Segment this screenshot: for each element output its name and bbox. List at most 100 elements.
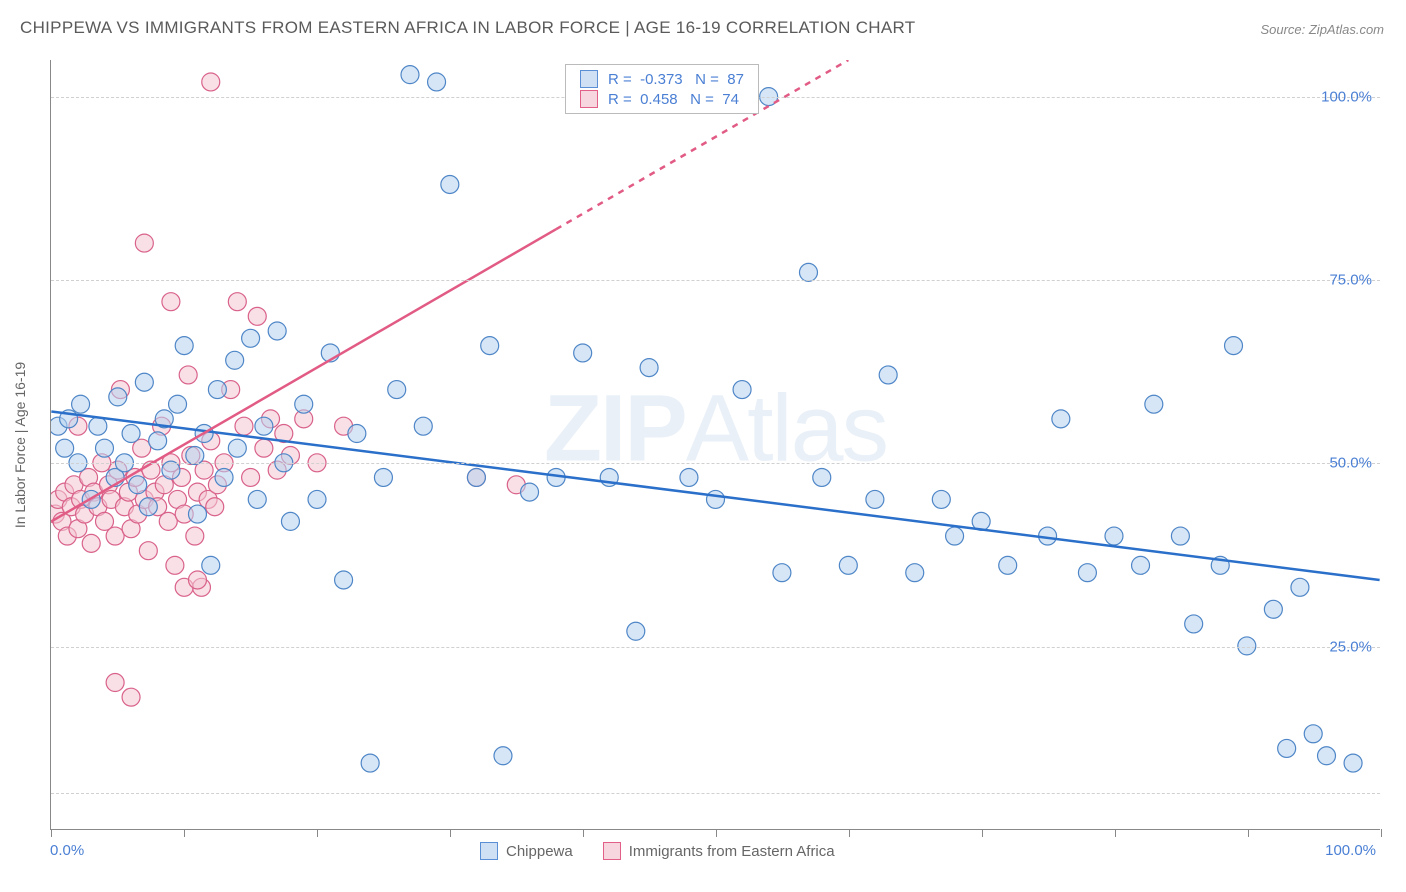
- data-point: [155, 410, 173, 428]
- x-tick: [184, 829, 185, 837]
- data-point: [1304, 725, 1322, 743]
- data-point: [122, 425, 140, 443]
- data-point: [268, 322, 286, 340]
- data-point: [51, 490, 67, 508]
- data-point: [175, 505, 193, 523]
- data-point: [215, 468, 233, 486]
- data-point: [99, 476, 117, 494]
- data-point: [255, 439, 273, 457]
- x-tick: [450, 829, 451, 837]
- data-point: [335, 571, 353, 589]
- data-point: [374, 468, 392, 486]
- gridline-h: [51, 280, 1380, 281]
- legend-swatch: [480, 842, 498, 860]
- data-point: [72, 395, 90, 413]
- data-point: [80, 468, 98, 486]
- data-point: [60, 410, 78, 428]
- legend-swatch: [580, 70, 598, 88]
- data-point: [1052, 410, 1070, 428]
- data-point: [281, 446, 299, 464]
- data-point: [195, 425, 213, 443]
- legend-label: Chippewa: [506, 843, 573, 860]
- data-point: [242, 329, 260, 347]
- data-point: [255, 417, 273, 435]
- data-point: [1318, 747, 1336, 765]
- data-point: [467, 468, 485, 486]
- data-point: [96, 512, 114, 530]
- series-legend: Chippewa Immigrants from Eastern Africa: [480, 842, 835, 860]
- data-point: [122, 688, 140, 706]
- data-point: [188, 483, 206, 501]
- data-point: [129, 505, 147, 523]
- data-point: [1211, 556, 1229, 574]
- data-point: [135, 234, 153, 252]
- legend-item: Immigrants from Eastern Africa: [603, 842, 835, 860]
- correlation-legend-row: R = -0.373 N = 87: [580, 69, 744, 89]
- data-point: [159, 512, 177, 530]
- data-point: [640, 359, 658, 377]
- data-point: [169, 490, 187, 508]
- data-point: [1344, 754, 1362, 772]
- correlation-text: R = -0.373 N = 87: [608, 71, 744, 88]
- x-axis-max-label: 100.0%: [1325, 842, 1376, 859]
- x-tick: [317, 829, 318, 837]
- data-point: [139, 542, 157, 560]
- data-point: [467, 468, 485, 486]
- data-point: [186, 446, 204, 464]
- data-point: [321, 344, 339, 362]
- data-point: [202, 73, 220, 91]
- data-point: [155, 476, 173, 494]
- data-point: [202, 556, 220, 574]
- data-point: [295, 395, 313, 413]
- data-point: [361, 754, 379, 772]
- data-point: [388, 381, 406, 399]
- data-point: [82, 534, 100, 552]
- data-point: [906, 564, 924, 582]
- data-point: [173, 468, 191, 486]
- data-point: [222, 381, 240, 399]
- data-point: [813, 468, 831, 486]
- data-point: [169, 395, 187, 413]
- data-point: [56, 439, 74, 457]
- correlation-legend-row: R = 0.458 N = 74: [580, 89, 744, 109]
- data-point: [106, 468, 124, 486]
- data-point: [126, 468, 144, 486]
- data-point: [139, 498, 157, 516]
- data-point: [72, 490, 90, 508]
- data-point: [1225, 337, 1243, 355]
- data-point: [680, 468, 698, 486]
- data-point: [507, 476, 525, 494]
- correlation-legend: R = -0.373 N = 87 R = 0.458 N = 74: [565, 64, 759, 114]
- legend-label: Immigrants from Eastern Africa: [629, 843, 835, 860]
- data-point: [51, 417, 67, 435]
- data-point: [122, 520, 140, 538]
- correlation-text: R = 0.458 N = 74: [608, 91, 739, 108]
- data-point: [208, 476, 226, 494]
- legend-swatch: [603, 842, 621, 860]
- data-point: [773, 564, 791, 582]
- watermark: ZIPAtlas: [544, 375, 887, 484]
- data-point: [242, 468, 260, 486]
- data-point: [335, 417, 353, 435]
- data-point: [1185, 615, 1203, 633]
- data-point: [206, 498, 224, 516]
- data-point: [494, 747, 512, 765]
- data-point: [733, 381, 751, 399]
- data-point: [149, 432, 167, 450]
- data-point: [135, 373, 153, 391]
- data-point: [82, 490, 100, 508]
- data-point: [1145, 395, 1163, 413]
- data-point: [839, 556, 857, 574]
- data-point: [65, 476, 83, 494]
- data-point: [414, 417, 432, 435]
- data-point: [799, 263, 817, 281]
- data-point: [999, 556, 1017, 574]
- watermark-rest: Atlas: [686, 376, 887, 482]
- data-point: [428, 73, 446, 91]
- data-point: [226, 351, 244, 369]
- data-point: [1105, 527, 1123, 545]
- data-point: [186, 527, 204, 545]
- x-tick: [716, 829, 717, 837]
- data-point: [166, 556, 184, 574]
- data-point: [135, 490, 153, 508]
